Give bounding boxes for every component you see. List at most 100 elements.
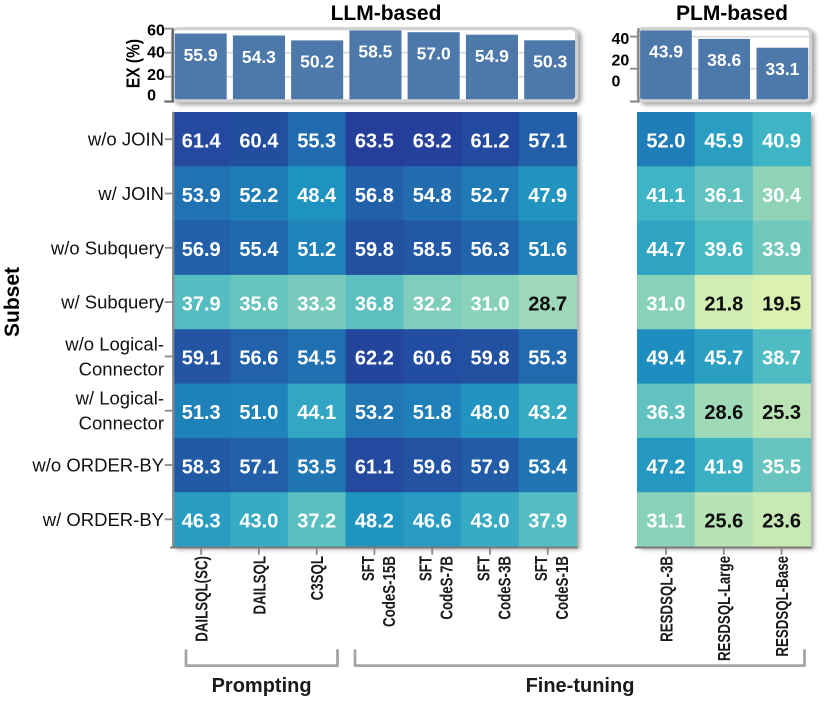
svg-text:RESDSQL-3B: RESDSQL-3B: [658, 556, 677, 642]
svg-text:61.1: 61.1: [355, 456, 394, 478]
svg-text:61.2: 61.2: [471, 131, 510, 153]
svg-text:Subset: Subset: [1, 267, 24, 337]
svg-text:20: 20: [612, 53, 630, 70]
svg-text:61.4: 61.4: [182, 131, 222, 153]
svg-text:60.4: 60.4: [239, 131, 279, 153]
svg-text:52.2: 52.2: [239, 185, 278, 207]
svg-text:48.0: 48.0: [471, 402, 510, 424]
svg-text:40: 40: [147, 45, 165, 62]
svg-text:51.8: 51.8: [413, 402, 452, 424]
svg-text:60: 60: [147, 23, 165, 40]
svg-text:57.1: 57.1: [528, 131, 567, 153]
svg-text:19.5: 19.5: [762, 293, 801, 315]
svg-text:50.3: 50.3: [533, 52, 567, 72]
svg-text:54.5: 54.5: [297, 348, 336, 370]
svg-text:28.6: 28.6: [704, 402, 743, 424]
svg-text:54.3: 54.3: [242, 47, 276, 67]
svg-text:51.6: 51.6: [528, 239, 567, 261]
svg-text:53.4: 53.4: [528, 456, 568, 478]
svg-text:SFT: SFT: [417, 556, 436, 581]
svg-text:55.9: 55.9: [184, 45, 218, 65]
svg-text:31.1: 31.1: [646, 511, 685, 533]
svg-text:C3SQL: C3SQL: [308, 556, 327, 601]
svg-text:20: 20: [147, 67, 165, 84]
svg-text:51.3: 51.3: [182, 402, 221, 424]
svg-text:53.5: 53.5: [297, 456, 336, 478]
svg-text:DAILSQL: DAILSQL: [251, 556, 270, 615]
svg-text:36.8: 36.8: [355, 293, 394, 315]
svg-text:44.7: 44.7: [646, 239, 685, 261]
svg-text:w/ JOIN: w/ JOIN: [97, 183, 164, 204]
svg-text:Prompting: Prompting: [212, 675, 312, 697]
svg-text:37.2: 37.2: [297, 511, 336, 533]
svg-text:53.9: 53.9: [182, 185, 221, 207]
svg-text:EX (%): EX (%): [123, 39, 144, 88]
svg-text:w/o JOIN: w/o JOIN: [87, 129, 164, 150]
svg-text:30.4: 30.4: [762, 185, 802, 207]
svg-text:43.0: 43.0: [239, 511, 278, 533]
svg-text:58.5: 58.5: [413, 239, 452, 261]
svg-text:56.6: 56.6: [239, 348, 278, 370]
svg-text:25.6: 25.6: [704, 511, 743, 533]
svg-text:50.2: 50.2: [300, 52, 334, 72]
svg-text:CodeS-3B: CodeS-3B: [496, 556, 515, 620]
svg-text:53.2: 53.2: [355, 402, 394, 424]
svg-text:57.9: 57.9: [471, 456, 510, 478]
svg-text:41.9: 41.9: [704, 456, 743, 478]
svg-text:59.8: 59.8: [355, 239, 394, 261]
svg-text:LLM-based: LLM-based: [331, 2, 442, 25]
svg-text:57.1: 57.1: [239, 456, 278, 478]
svg-text:Fine-tuning: Fine-tuning: [526, 675, 635, 697]
svg-text:56.3: 56.3: [471, 239, 510, 261]
svg-text:56.8: 56.8: [355, 185, 394, 207]
svg-text:28.7: 28.7: [528, 293, 567, 315]
svg-text:SFT: SFT: [475, 556, 494, 581]
svg-text:62.2: 62.2: [355, 348, 394, 370]
svg-text:39.6: 39.6: [704, 239, 743, 261]
svg-text:44.1: 44.1: [297, 402, 336, 424]
svg-text:RESDSQL-Base: RESDSQL-Base: [773, 556, 792, 657]
svg-text:CodeS-7B: CodeS-7B: [438, 556, 457, 620]
svg-text:CodeS-1B: CodeS-1B: [553, 556, 572, 620]
svg-text:38.7: 38.7: [762, 348, 801, 370]
svg-text:46.6: 46.6: [413, 511, 452, 533]
svg-text:59.8: 59.8: [471, 348, 510, 370]
svg-text:37.9: 37.9: [182, 293, 221, 315]
svg-text:36.3: 36.3: [646, 402, 685, 424]
svg-text:58.5: 58.5: [358, 42, 392, 62]
svg-text:40.9: 40.9: [762, 131, 801, 153]
svg-text:33.9: 33.9: [762, 239, 801, 261]
svg-text:43.9: 43.9: [649, 42, 683, 62]
svg-text:w/ Logical-: w/ Logical-: [75, 388, 164, 409]
svg-text:51.0: 51.0: [239, 402, 278, 424]
svg-text:63.5: 63.5: [355, 131, 394, 153]
svg-text:45.7: 45.7: [704, 348, 743, 370]
svg-text:38.6: 38.6: [707, 50, 741, 70]
svg-text:CodeS-15B: CodeS-15B: [380, 556, 399, 627]
svg-text:31.0: 31.0: [471, 293, 510, 315]
svg-text:52.0: 52.0: [646, 131, 685, 153]
svg-text:Connector: Connector: [79, 413, 164, 434]
svg-text:w/o Subquery: w/o Subquery: [50, 237, 165, 258]
svg-text:w/ Subquery: w/ Subquery: [60, 292, 165, 313]
svg-text:35.5: 35.5: [762, 456, 801, 478]
svg-text:SFT: SFT: [359, 556, 378, 581]
svg-text:Connector: Connector: [79, 358, 164, 379]
svg-text:DAILSQL(SC): DAILSQL(SC): [193, 556, 212, 642]
svg-text:37.9: 37.9: [528, 511, 567, 533]
svg-text:51.2: 51.2: [297, 239, 336, 261]
svg-text:58.3: 58.3: [182, 456, 221, 478]
svg-text:36.1: 36.1: [704, 185, 743, 207]
svg-text:41.1: 41.1: [646, 185, 685, 207]
svg-text:54.8: 54.8: [413, 185, 452, 207]
svg-text:55.3: 55.3: [297, 131, 336, 153]
svg-text:SFT: SFT: [532, 556, 551, 581]
svg-text:54.9: 54.9: [475, 46, 509, 66]
svg-text:0: 0: [612, 74, 621, 91]
svg-text:w/o Logical-: w/o Logical-: [64, 333, 164, 354]
svg-text:32.2: 32.2: [413, 293, 452, 315]
svg-text:47.2: 47.2: [646, 456, 685, 478]
svg-text:RESDSQL-Large: RESDSQL-Large: [715, 556, 734, 661]
svg-text:PLM-based: PLM-based: [676, 2, 788, 25]
svg-text:59.6: 59.6: [413, 456, 452, 478]
